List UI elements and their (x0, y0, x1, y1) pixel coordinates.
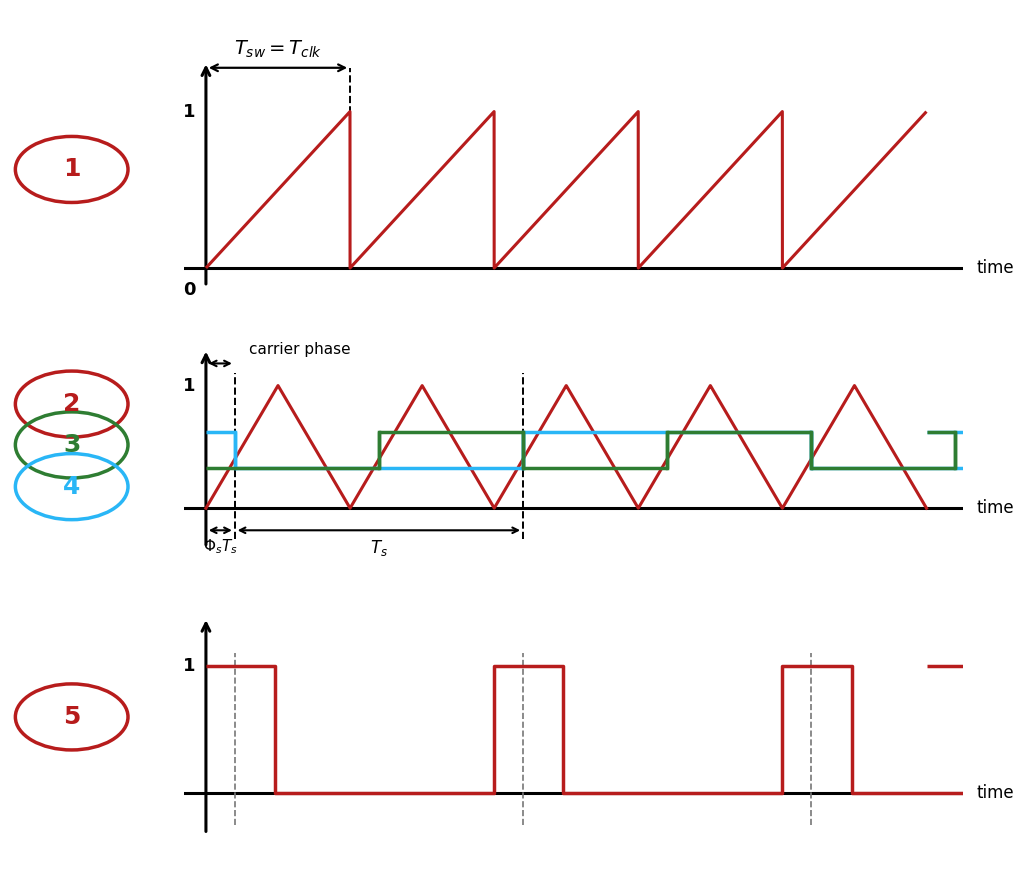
Text: 0: 0 (182, 281, 196, 299)
Text: carrier phase: carrier phase (249, 342, 351, 357)
Text: 2: 2 (63, 392, 80, 416)
Text: time: time (977, 499, 1015, 517)
Text: 1: 1 (62, 157, 81, 182)
Text: time: time (977, 785, 1015, 802)
Text: 1: 1 (182, 657, 196, 674)
Text: 5: 5 (63, 705, 80, 729)
Text: 4: 4 (63, 474, 80, 499)
Text: 1: 1 (182, 103, 196, 121)
Text: 3: 3 (63, 433, 80, 457)
Text: $\Phi_sT_s$: $\Phi_sT_s$ (203, 538, 238, 556)
Text: 1: 1 (182, 376, 196, 395)
Text: time: time (977, 259, 1015, 277)
Text: $T_s$: $T_s$ (370, 538, 388, 558)
Text: $T_{sw}=T_{clk}$: $T_{sw}=T_{clk}$ (233, 38, 323, 60)
